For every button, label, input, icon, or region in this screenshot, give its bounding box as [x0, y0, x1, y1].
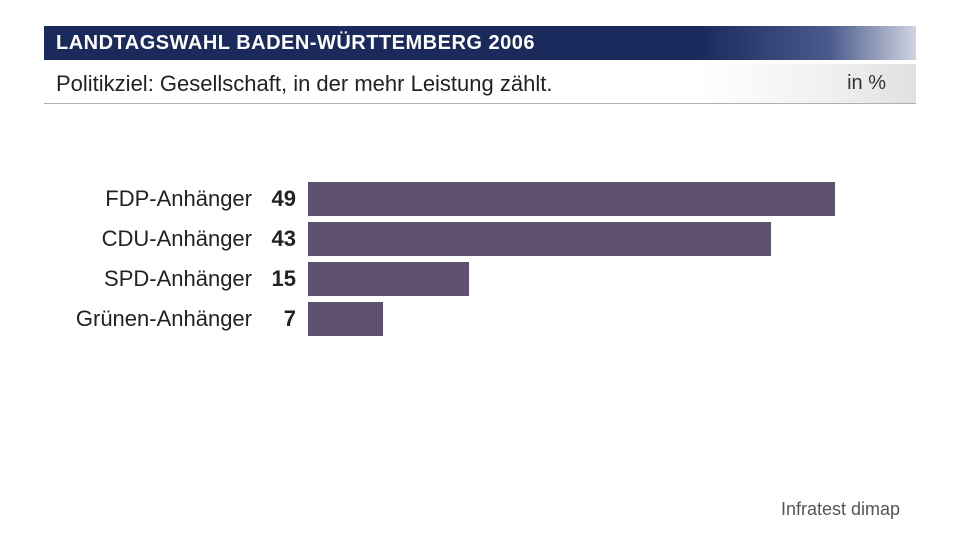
bar-fill: [308, 182, 835, 216]
subtitle-row: Politikziel: Gesellschaft, in der mehr L…: [44, 64, 916, 104]
bar-value: 49: [260, 186, 308, 212]
bar-fill: [308, 262, 469, 296]
bar-row: Grünen-Anhänger7: [60, 300, 900, 338]
chart-area: FDP-Anhänger49CDU-Anhänger43SPD-Anhänger…: [60, 180, 900, 340]
bar-track: [308, 302, 900, 336]
bar-label: SPD-Anhänger: [60, 266, 260, 292]
unit-label: in %: [847, 72, 916, 95]
chart-container: LANDTAGSWAHL BADEN-WÜRTTEMBERG 2006 Poli…: [0, 0, 960, 544]
bar-row: CDU-Anhänger43: [60, 220, 900, 258]
bar-fill: [308, 222, 771, 256]
source-label: Infratest dimap: [781, 499, 900, 520]
bar-fill: [308, 302, 383, 336]
header-banner: LANDTAGSWAHL BADEN-WÜRTTEMBERG 2006: [44, 26, 916, 60]
bar-value: 43: [260, 226, 308, 252]
bar-label: CDU-Anhänger: [60, 226, 260, 252]
header-title: LANDTAGSWAHL BADEN-WÜRTTEMBERG 2006: [56, 32, 535, 55]
bar-value: 7: [260, 306, 308, 332]
bar-track: [308, 262, 900, 296]
bar-track: [308, 182, 900, 216]
bar-row: SPD-Anhänger15: [60, 260, 900, 298]
bar-track: [308, 222, 900, 256]
bar-row: FDP-Anhänger49: [60, 180, 900, 218]
subtitle-text: Politikziel: Gesellschaft, in der mehr L…: [44, 71, 552, 97]
bar-label: FDP-Anhänger: [60, 186, 260, 212]
bar-label: Grünen-Anhänger: [60, 306, 260, 332]
bar-value: 15: [260, 266, 308, 292]
